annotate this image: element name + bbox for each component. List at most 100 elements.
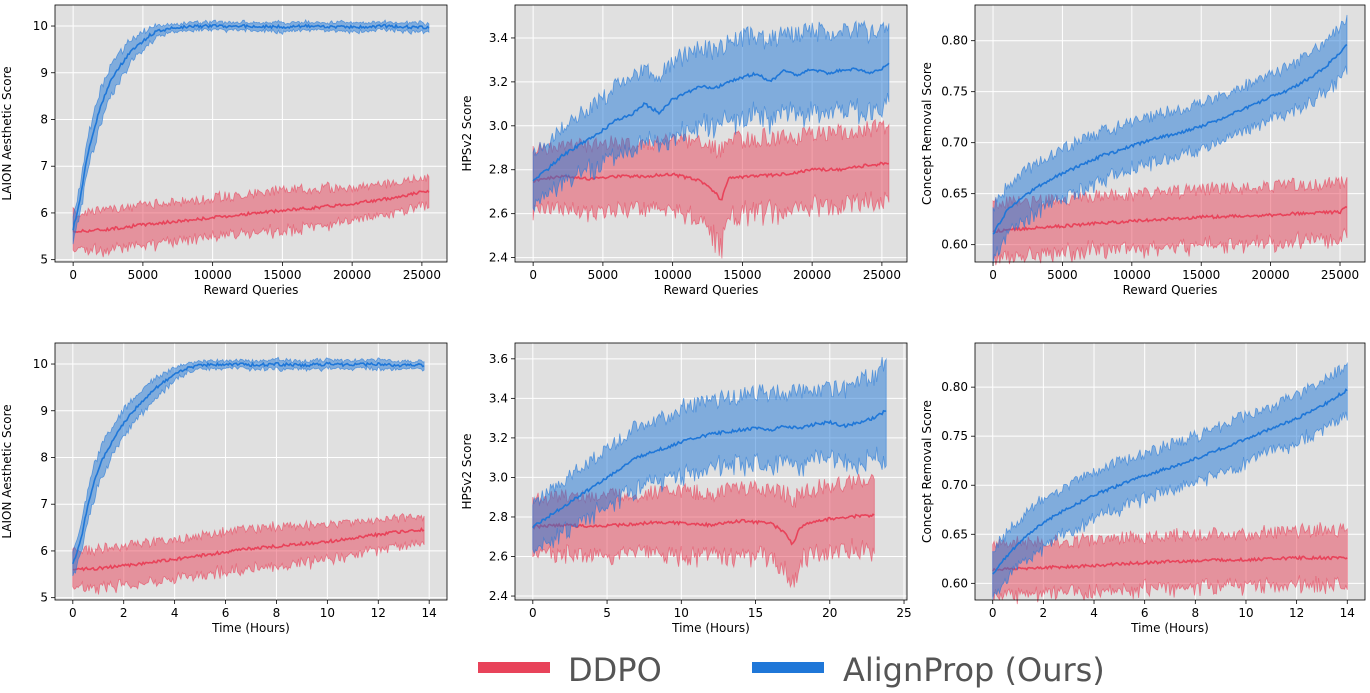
series-band-alignprop <box>72 356 425 577</box>
x-tick-label: 6 <box>1141 606 1149 620</box>
x-tick-label: 25 <box>896 606 911 620</box>
y-tick-label: 2.4 <box>489 589 508 603</box>
series-band-alignprop <box>992 361 1348 600</box>
series-band-ddpo <box>72 173 430 258</box>
y-tick-label: 8 <box>40 450 48 464</box>
y-tick-label: 10 <box>33 19 48 33</box>
x-tick-label: 15000 <box>1182 268 1220 282</box>
x-tick-label: 2 <box>1040 606 1048 620</box>
series-line-ddpo <box>992 206 1348 233</box>
x-tick-label: 5 <box>603 606 611 620</box>
y-axis-label: HPSv2 Score <box>460 433 474 509</box>
series-band-alignprop <box>532 357 887 555</box>
y-tick-label: 2.4 <box>489 251 508 265</box>
y-axis-label: LAION Aesthetic Score <box>0 404 14 538</box>
legend-swatch-alignprop <box>752 662 824 673</box>
y-tick-label: 3.2 <box>489 431 508 445</box>
y-tick-label: 2.8 <box>489 163 508 177</box>
x-tick-label: 25000 <box>403 268 441 282</box>
series-line-ddpo <box>992 554 1348 572</box>
series-line-alignprop <box>72 361 425 565</box>
y-tick-label: 2.6 <box>489 550 508 564</box>
y-tick-label: 0.75 <box>941 429 968 443</box>
y-axis-label: Concept Removal Score <box>920 62 934 205</box>
series-band-ddpo <box>72 513 425 595</box>
x-tick-label: 0 <box>989 268 997 282</box>
y-tick-label: 10 <box>33 357 48 371</box>
chart-panel-4: 0 2 4 6 8 10 12 14 5 6 7 8 9 10 Time (Hours) LAION Aest… <box>0 342 448 635</box>
series-band-alignprop <box>992 14 1348 265</box>
x-tick-label: 15000 <box>263 268 301 282</box>
y-tick-label: 0.70 <box>941 136 968 150</box>
y-tick-label: 5 <box>40 591 48 605</box>
x-axis-label: Reward Queries <box>1123 283 1218 297</box>
y-tick-label: 7 <box>40 159 48 173</box>
x-tick-label: 0 <box>69 606 77 620</box>
x-tick-label: 10 <box>674 606 689 620</box>
y-tick-label: 7 <box>40 497 48 511</box>
x-tick-label: 12 <box>371 606 386 620</box>
x-tick-label: 12 <box>1289 606 1304 620</box>
y-tick-label: 0.80 <box>941 34 968 48</box>
x-axis-label: Reward Queries <box>664 283 759 297</box>
y-axis-label: Concept Removal Score <box>920 400 934 543</box>
y-tick-label: 2.8 <box>489 510 508 524</box>
series-line-ddpo <box>72 527 425 572</box>
chart-panel-6: 0 2 4 6 8 10 12 14 0.60 0.65 0.70 0.75 0.80 Time (Hou… <box>920 342 1366 635</box>
y-tick-label: 6 <box>40 206 48 220</box>
series-band-ddpo <box>992 176 1348 266</box>
legend: DDPO AlignProp (Ours) <box>478 651 1105 689</box>
y-tick-label: 3.4 <box>489 31 508 45</box>
x-tick-label: 20000 <box>1252 268 1290 282</box>
y-tick-label: 5 <box>40 253 48 267</box>
chart-panel-5: 0 5 10 15 20 25 2.4 2.6 2.8 3.0 3.2 3.4 3.6 Time (Hou… <box>460 342 912 635</box>
plot-frame <box>54 342 448 601</box>
series-line-alignprop <box>992 43 1348 235</box>
y-tick-label: 6 <box>40 544 48 558</box>
x-tick-label: 10000 <box>654 268 692 282</box>
x-tick-label: 5000 <box>588 268 619 282</box>
y-tick-label: 2.6 <box>489 207 508 221</box>
series-line-ddpo <box>72 189 430 234</box>
x-tick-label: 25000 <box>1321 268 1359 282</box>
y-tick-label: 3.4 <box>489 391 508 405</box>
legend-label-alignprop: AlignProp (Ours) <box>843 651 1105 689</box>
legend-label-ddpo: DDPO <box>568 651 662 689</box>
series-band-alignprop <box>72 18 430 245</box>
y-tick-label: 0.70 <box>941 478 968 492</box>
x-tick-label: 14 <box>1340 606 1355 620</box>
y-tick-label: 9 <box>40 66 48 80</box>
x-tick-label: 0 <box>989 606 997 620</box>
x-tick-label: 25000 <box>863 268 901 282</box>
chart-panel-3: 0 5000 10000 15000 20000 25000 0.60 0.65 0.70 0.7… <box>920 4 1366 297</box>
chart-panel-2: 0 5000 10000 15000 20000 25000 2.4 2.6 2.8 3.0 3.2… <box>460 4 908 297</box>
plot-frame <box>514 342 908 601</box>
y-tick-label: 3.6 <box>489 352 508 366</box>
y-tick-label: 8 <box>40 112 48 126</box>
y-tick-label: 9 <box>40 404 48 418</box>
x-tick-label: 4 <box>171 606 179 620</box>
plot-frame <box>974 342 1366 601</box>
y-tick-label: 0.60 <box>941 576 968 590</box>
x-axis-label: Time (Hours) <box>671 621 750 635</box>
x-axis-label: Time (Hours) <box>211 621 290 635</box>
x-tick-label: 8 <box>1192 606 1200 620</box>
x-tick-label: 5000 <box>128 268 159 282</box>
x-tick-label: 0 <box>69 268 77 282</box>
y-tick-label: 3.0 <box>489 470 508 484</box>
y-tick-label: 0.75 <box>941 85 968 99</box>
y-axis-label: LAION Aesthetic Score <box>0 66 14 200</box>
x-axis-label: Time (Hours) <box>1130 621 1209 635</box>
series-line-alignprop <box>532 62 890 182</box>
plot-frame <box>514 4 908 263</box>
x-tick-label: 4 <box>1090 606 1098 620</box>
x-tick-label: 15 <box>748 606 763 620</box>
x-tick-label: 10 <box>1238 606 1253 620</box>
series-band-ddpo <box>532 473 875 589</box>
y-tick-label: 3.2 <box>489 75 508 89</box>
series-band-alignprop <box>532 19 890 213</box>
x-tick-label: 0 <box>529 268 537 282</box>
series-line-alignprop <box>532 409 887 529</box>
